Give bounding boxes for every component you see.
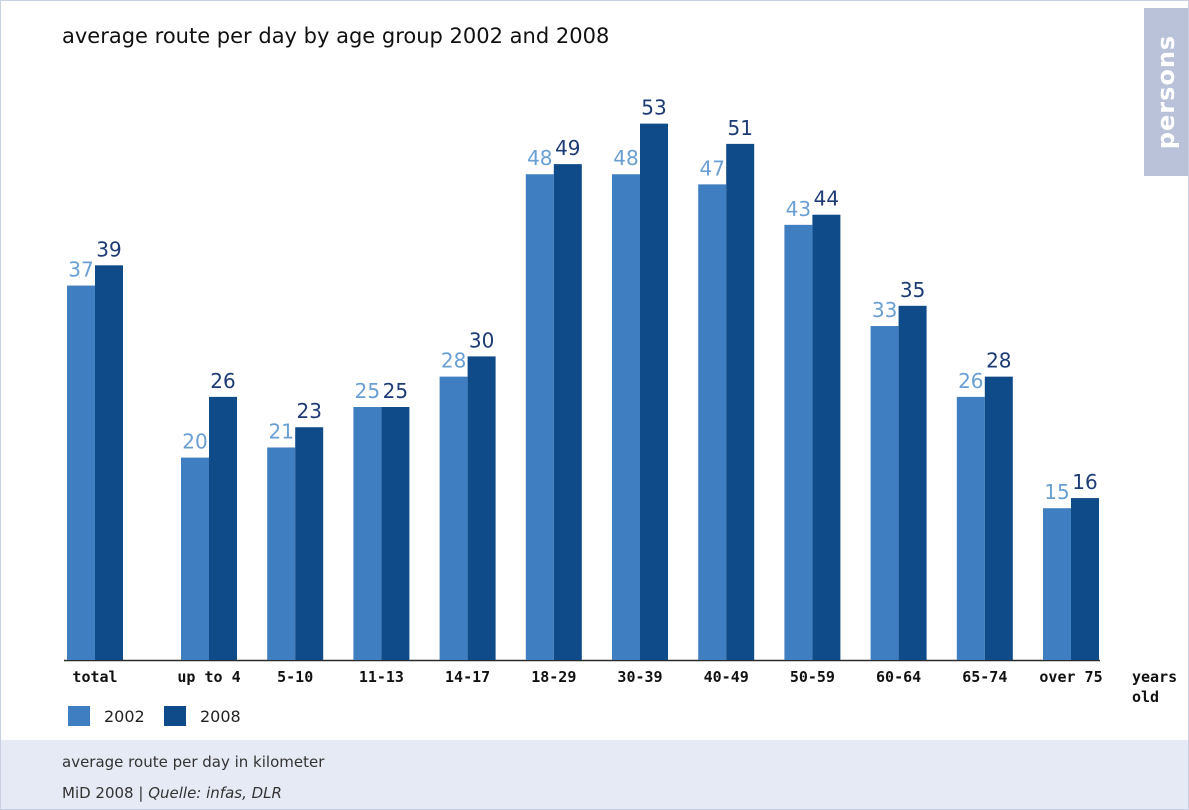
data-label-2008-40-49: 51 bbox=[727, 116, 752, 140]
source-prefix: MiD 2008 | bbox=[62, 784, 149, 802]
data-label-2008-18-29: 49 bbox=[555, 136, 580, 160]
x-tick-label-up-to-4: up to 4 bbox=[177, 668, 240, 686]
source-attribution: Quelle: infas, DLR bbox=[148, 784, 282, 802]
x-axis-label-line-1: years bbox=[1132, 668, 1177, 686]
data-label-2002-5-10: 21 bbox=[268, 419, 293, 443]
data-label-2002-total: 37 bbox=[68, 258, 93, 282]
x-tick-label-11-13: 11-13 bbox=[359, 668, 404, 686]
bar-2002-65-74 bbox=[956, 396, 985, 660]
x-tick-label-40-49: 40-49 bbox=[704, 668, 749, 686]
data-label-2002-18-29: 48 bbox=[527, 146, 552, 170]
x-tick-label-60-64: 60-64 bbox=[876, 668, 921, 686]
bar-2008-5-10 bbox=[295, 427, 324, 660]
bar-2008-30-39 bbox=[640, 123, 668, 660]
data-label-2008-30-39: 53 bbox=[641, 96, 666, 120]
data-label-2008-60-64: 35 bbox=[900, 278, 925, 302]
data-label-2002-40-49: 47 bbox=[699, 156, 724, 180]
footer-band bbox=[1, 740, 1188, 809]
x-tick-label-50-59: 50-59 bbox=[790, 668, 835, 686]
data-label-2008-50-59: 44 bbox=[814, 187, 839, 211]
x-tick-label-18-29: 18-29 bbox=[531, 668, 576, 686]
x-tick-label-over-75: over 75 bbox=[1039, 668, 1102, 686]
legend-item-2002: 2002 bbox=[68, 706, 145, 726]
bar-2002-60-64 bbox=[870, 326, 899, 660]
bar-2008-50-59 bbox=[812, 214, 841, 660]
x-tick-label-14-17: 14-17 bbox=[445, 668, 490, 686]
bar-2002-11-13 bbox=[353, 407, 382, 660]
bar-2002-5-10 bbox=[267, 447, 296, 660]
bar-2008-40-49 bbox=[726, 143, 755, 660]
data-label-2002-over-75: 15 bbox=[1044, 480, 1069, 504]
bar-2002-over-75 bbox=[1043, 508, 1071, 660]
bar-2002-14-17 bbox=[439, 376, 468, 660]
source-line: MiD 2008 | Quelle: infas, DLR bbox=[62, 784, 282, 802]
bar-2008-65-74 bbox=[984, 376, 1013, 660]
footnote: average route per day in kilometer bbox=[62, 753, 325, 771]
bar-2002-40-49 bbox=[698, 184, 727, 661]
data-label-2002-14-17: 28 bbox=[441, 349, 466, 373]
data-label-2008-5-10: 23 bbox=[296, 399, 321, 423]
data-label-2008-14-17: 30 bbox=[469, 328, 494, 352]
persons-tab: persons bbox=[1144, 8, 1188, 176]
bar-2008-11-13 bbox=[381, 407, 410, 660]
bar-2008-total bbox=[95, 265, 123, 660]
bar-2008-over-75 bbox=[1071, 498, 1099, 660]
bar-2002-total bbox=[67, 285, 95, 660]
data-label-2008-11-13: 25 bbox=[383, 379, 408, 403]
data-label-2002-50-59: 43 bbox=[786, 197, 811, 221]
chart-title: average route per day by age group 2002 … bbox=[62, 24, 610, 48]
data-label-2008-total: 39 bbox=[96, 237, 121, 261]
data-label-2002-30-39: 48 bbox=[613, 146, 638, 170]
legend-label-2008: 2008 bbox=[200, 706, 241, 726]
data-label-2002-up-to-4: 20 bbox=[182, 430, 207, 454]
data-label-2008-over-75: 16 bbox=[1072, 470, 1097, 494]
bar-2008-18-29 bbox=[553, 164, 582, 660]
legend-swatch-2002 bbox=[68, 706, 90, 726]
bar-2002-30-39 bbox=[612, 174, 640, 661]
data-label-2002-60-64: 33 bbox=[872, 298, 897, 322]
x-tick-label-5-10: 5-10 bbox=[277, 668, 313, 686]
bar-2008-up-to-4 bbox=[209, 396, 237, 660]
bar-2002-50-59 bbox=[784, 224, 813, 660]
legend-item-2008: 2008 bbox=[164, 706, 241, 726]
data-label-2002-65-74: 26 bbox=[958, 369, 983, 393]
bar-2008-60-64 bbox=[898, 305, 927, 660]
legend-label-2002: 2002 bbox=[104, 706, 145, 726]
x-tick-label-total: total bbox=[72, 668, 117, 686]
x-axis-label-line-2: old bbox=[1132, 688, 1159, 706]
data-label-2002-11-13: 25 bbox=[355, 379, 380, 403]
data-label-2008-up-to-4: 26 bbox=[210, 369, 235, 393]
x-tick-label-65-74: 65-74 bbox=[962, 668, 1007, 686]
bar-2008-14-17 bbox=[467, 356, 496, 660]
x-tick-label-30-39: 30-39 bbox=[617, 668, 662, 686]
legend-swatch-2008 bbox=[164, 706, 186, 726]
bar-2002-up-to-4 bbox=[181, 457, 209, 660]
bar-2002-18-29 bbox=[525, 174, 554, 661]
data-label-2008-65-74: 28 bbox=[986, 349, 1011, 373]
